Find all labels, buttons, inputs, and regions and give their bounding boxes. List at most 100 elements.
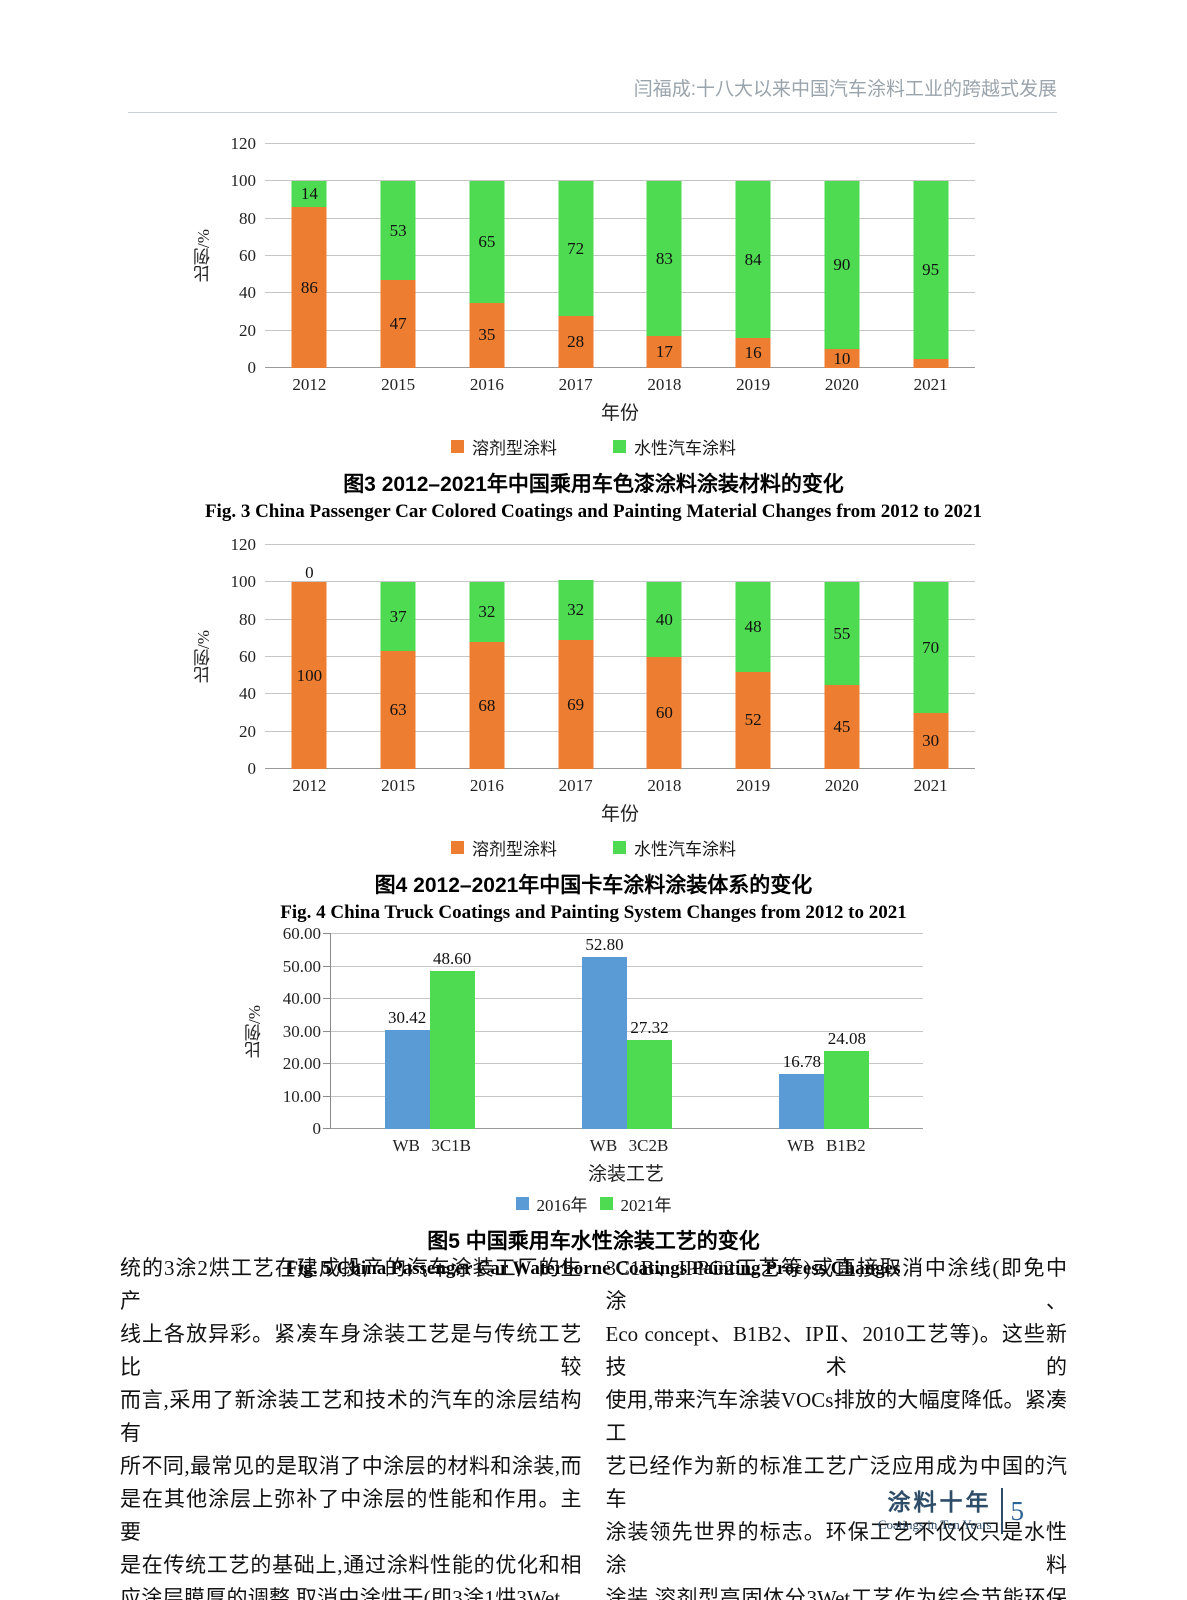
gridline [265, 143, 975, 144]
bar-value-label: 63 [389, 700, 407, 720]
y-tick-mark [323, 1030, 331, 1032]
x-axis-title: 年份 [600, 804, 639, 825]
fig3-plot-area: 8614475335652872178316841090595 [265, 143, 975, 368]
gridline [265, 544, 975, 545]
bar-segment: 55 [824, 582, 860, 685]
y-axis-tick-labels: 0 20 40 60 80 100 120 [217, 535, 265, 778]
bar-value-label: 45 [833, 717, 851, 736]
gridline [265, 255, 975, 256]
journal-brand-cn: 涂料十年 [887, 1489, 992, 1515]
gridline [265, 618, 975, 620]
x-tick-label: 2015 [381, 776, 416, 795]
stacked-bar-2018: 17 83 [646, 181, 682, 368]
gridline [265, 329, 975, 331]
fig5-caption-en: Fig. 5 China Passenger Car Waterborne Co… [286, 1258, 901, 1279]
bar-segment: 17 [646, 336, 682, 368]
y-tick-label: 40 [239, 283, 256, 303]
y-tick-label: 0 [247, 358, 257, 377]
x-tick-group: WB 3C2B [527, 1136, 724, 1156]
y-tick-label: 60.00 [282, 924, 321, 943]
text-column-left: 统的3涂2烘工艺在建成投产的汽车涂装工厂的生产 线上各放异彩。紧凑车身涂装工艺是… [120, 1252, 582, 1600]
gridline [331, 933, 923, 934]
x-tick-label: 2017 [558, 776, 593, 795]
stacked-bar-2016: 68 32 [469, 582, 505, 769]
bar-slot: 47 53 [354, 144, 443, 368]
bar-segment: 40 [646, 582, 682, 657]
bar-value-label: 55 [833, 623, 851, 643]
bar-value-label: 32 [567, 600, 585, 620]
y-tick-label: 100 [230, 572, 257, 592]
bar-segment: 28 [558, 315, 594, 368]
stacked-bar-2021: 5 95 [913, 181, 949, 368]
legend-item: 2016年 [515, 1191, 588, 1216]
fig5-plot-block: 比例/% 0 10.00 20.00 30.00 40.00 50.00 60.00 30.42… [242, 924, 1067, 1186]
gridline [265, 768, 975, 769]
legend-item: 水性汽车涂料 [613, 835, 736, 860]
journal-brand-en: Coatings in Ten Years [877, 1516, 992, 1532]
stacked-bar-2016: 35 65 [469, 181, 505, 368]
stacked-bar-2021: 30 70 [913, 582, 949, 769]
bar-value-label: 35 [478, 325, 496, 345]
legend-label: 水性汽车涂料 [634, 439, 736, 458]
bar-value-label: 32 [478, 602, 496, 622]
bar-value-label: 90 [833, 255, 851, 275]
x-tick-group: WB 3C1B [330, 1136, 527, 1156]
y-tick-label: 10.00 [282, 1086, 321, 1106]
y-tick-mark [323, 998, 331, 999]
stacked-bar-2015: 63 37 [380, 582, 416, 769]
legend-swatch [613, 841, 626, 854]
plot-bars: 8614475335652872178316841090595 [265, 144, 975, 368]
bar-slot: 5 95 [886, 144, 975, 368]
text-line: 是在传统工艺的基础上,通过涂料性能的优化和相 [120, 1553, 582, 1577]
gridline [265, 367, 975, 368]
y-tick-label: 80 [239, 609, 256, 629]
bar-segment: 32 [469, 582, 505, 643]
bar-segment: 100 [291, 582, 327, 769]
bar-value-label: 27.32 [630, 1018, 669, 1038]
bar-segment: 60 [646, 657, 682, 769]
bar-value-label: 48.60 [433, 949, 472, 969]
fig3-caption-en: Fig. 3 China Passenger Car Colored Coati… [204, 501, 983, 522]
bar-WB: 16.78 [779, 1052, 825, 1129]
x-tick-label: 2018 [647, 375, 682, 394]
legend-label: 溶剂型涂料 [472, 840, 557, 859]
x-tick-label: 2020 [824, 776, 859, 795]
bar-WB: 52.80 [581, 935, 627, 1129]
x-tick-label: 2021 [913, 776, 948, 795]
bar-segment: 84 [735, 181, 771, 339]
bar-value-label: 70 [922, 637, 940, 657]
page-footer: 涂料十年 Coatings in Ten Years 5 [878, 1488, 1024, 1534]
bar-segment: 10 [824, 349, 860, 368]
bar-value-label: 52.80 [585, 935, 624, 955]
y-tick-label: 120 [230, 535, 257, 554]
bar-value-label: 60 [655, 703, 673, 722]
gridline [265, 292, 975, 294]
plot-bars: 30.42 48.60 52.80 27.32 16.78 24.08 [331, 934, 923, 1129]
y-tick-label: 20.00 [282, 1054, 321, 1073]
bar-value-label: 84 [744, 249, 762, 269]
bar-value-label: 53 [389, 220, 407, 240]
bar-value-label: 37 [389, 606, 407, 626]
x-tick-label: 2016 [469, 375, 504, 394]
bar-slot: 68 32 [443, 545, 532, 769]
bar-segment: 90 [824, 181, 860, 350]
y-axis-title: 比例/% [245, 1005, 264, 1058]
bar-pair: 16.78 24.08 [779, 1029, 870, 1129]
legend: 溶剂型涂料 水性汽车涂料 [120, 835, 1067, 860]
bar-segment: 48 [735, 582, 771, 672]
y-axis-tick-labels: 0 20 40 60 80 100 120 [217, 134, 265, 377]
bar-pair: 52.80 27.32 [581, 935, 672, 1129]
bar-slot: 45 55 [798, 545, 887, 769]
bar-3C1B: 48.60 [429, 949, 475, 1129]
journal-brand: 涂料十年 Coatings in Ten Years [878, 1490, 1001, 1533]
y-tick-mark [323, 1128, 331, 1129]
text-line: 应涂层膜厚的调整,取消中涂烘干(即3涂1烘3Wet、 [120, 1586, 582, 1600]
bar-slot: 35 65 [443, 144, 532, 368]
text-line: 使用,带来汽车涂装VOCs排放的大幅度降低。紧凑工 [605, 1388, 1068, 1445]
x-tick-label: WB [787, 1136, 815, 1155]
y-axis-tick-labels: 0 10.00 20.00 30.00 40.00 50.00 60.00 [268, 924, 330, 1138]
gridline [265, 656, 975, 657]
x-tick-group: WB B1B2 [725, 1136, 922, 1156]
bar-B1B2: 24.08 [824, 1029, 870, 1129]
bar-value-label: 52 [744, 710, 762, 730]
